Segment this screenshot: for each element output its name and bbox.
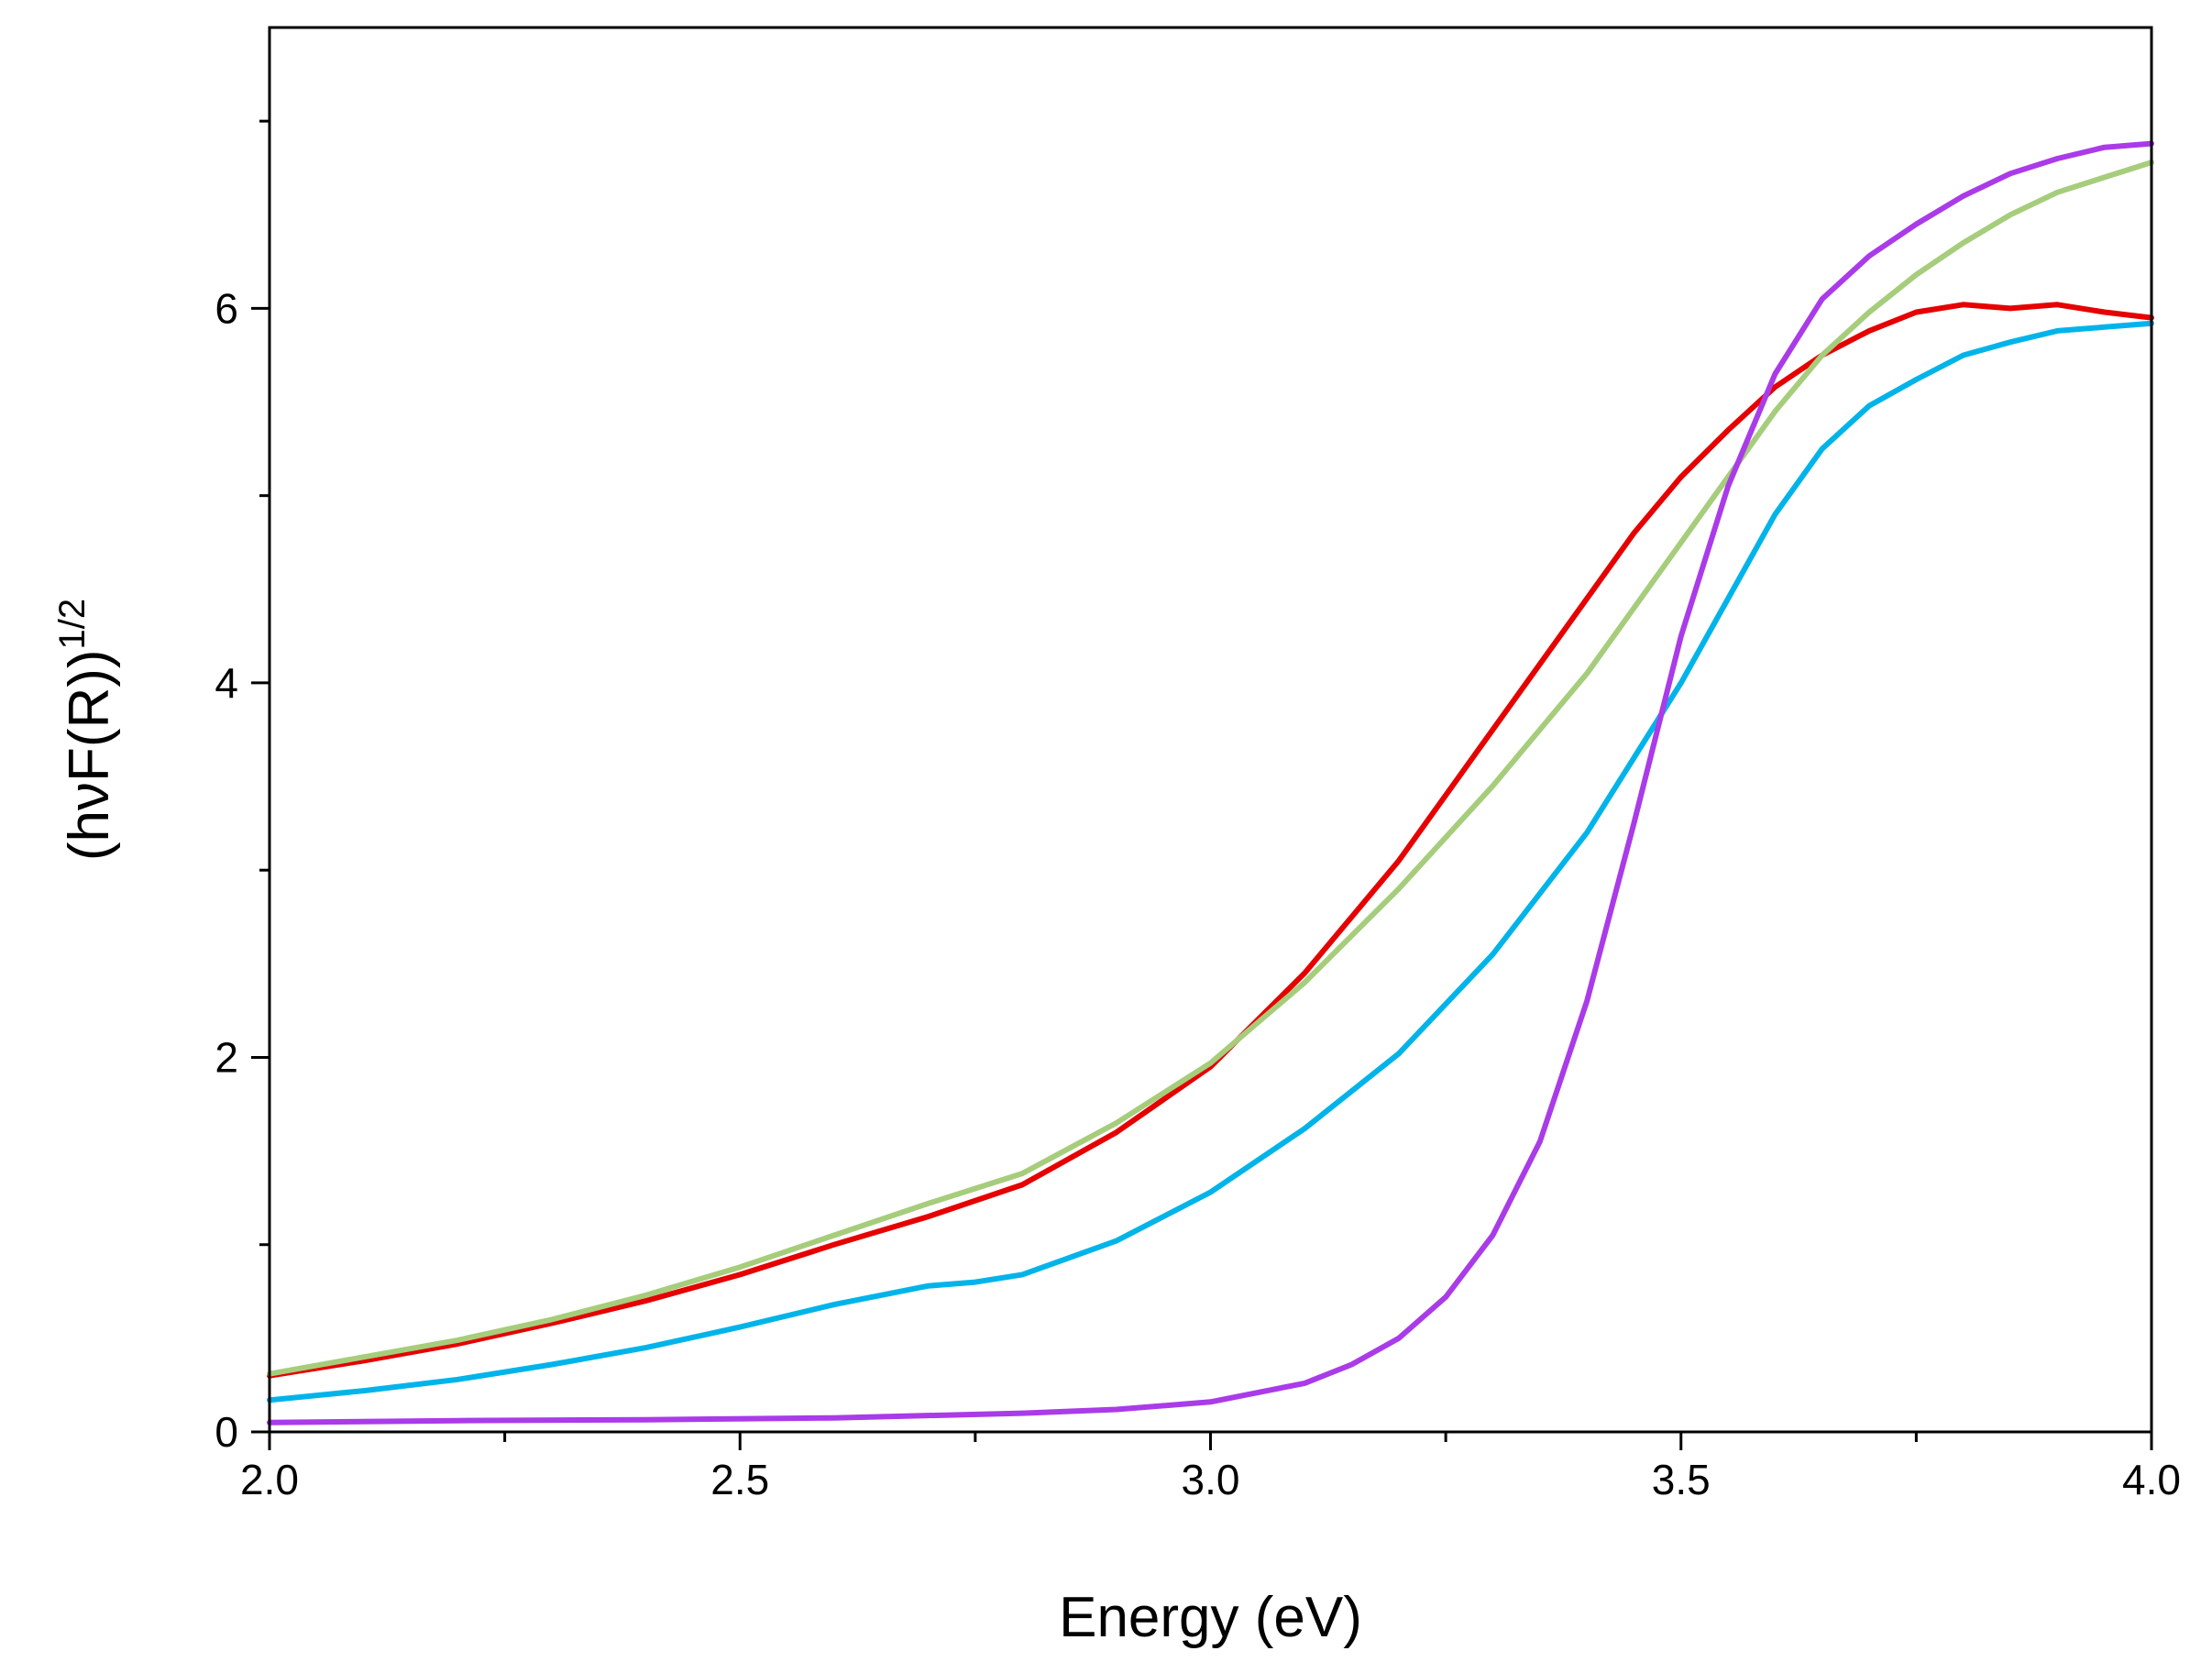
x-tick-label: 2.5 (710, 1456, 769, 1503)
x-axis-title: Energy (eV) (1059, 1586, 1362, 1649)
axes-layer: 2.0 2.5 3.0 3.5 4.0 0 2 4 6 (215, 119, 2181, 1503)
y-tick-label: 4 (215, 659, 238, 707)
series-line-4 (267, 140, 2154, 1425)
y-axis-title-main: (hνF(R)) (58, 649, 121, 861)
series-line-1 (267, 302, 2154, 1379)
y-tick-label: 2 (215, 1033, 238, 1081)
x-tick-label: 3.5 (1652, 1456, 1711, 1503)
y-axis-title: (hνF(R))1/2 (52, 599, 121, 861)
y-tick-label: 0 (215, 1408, 238, 1456)
y-axis-title-sup: 1/2 (52, 599, 93, 650)
x-tick-label: 3.0 (1182, 1456, 1240, 1503)
series-line-2 (267, 160, 2154, 1377)
plot-frame (268, 26, 2153, 1434)
series-line-3 (267, 320, 2154, 1403)
x-tick-label: 4.0 (2122, 1456, 2181, 1503)
y-tick-label: 6 (215, 284, 238, 332)
series-layer (267, 140, 2154, 1425)
x-tick-label: 2.0 (240, 1456, 299, 1503)
